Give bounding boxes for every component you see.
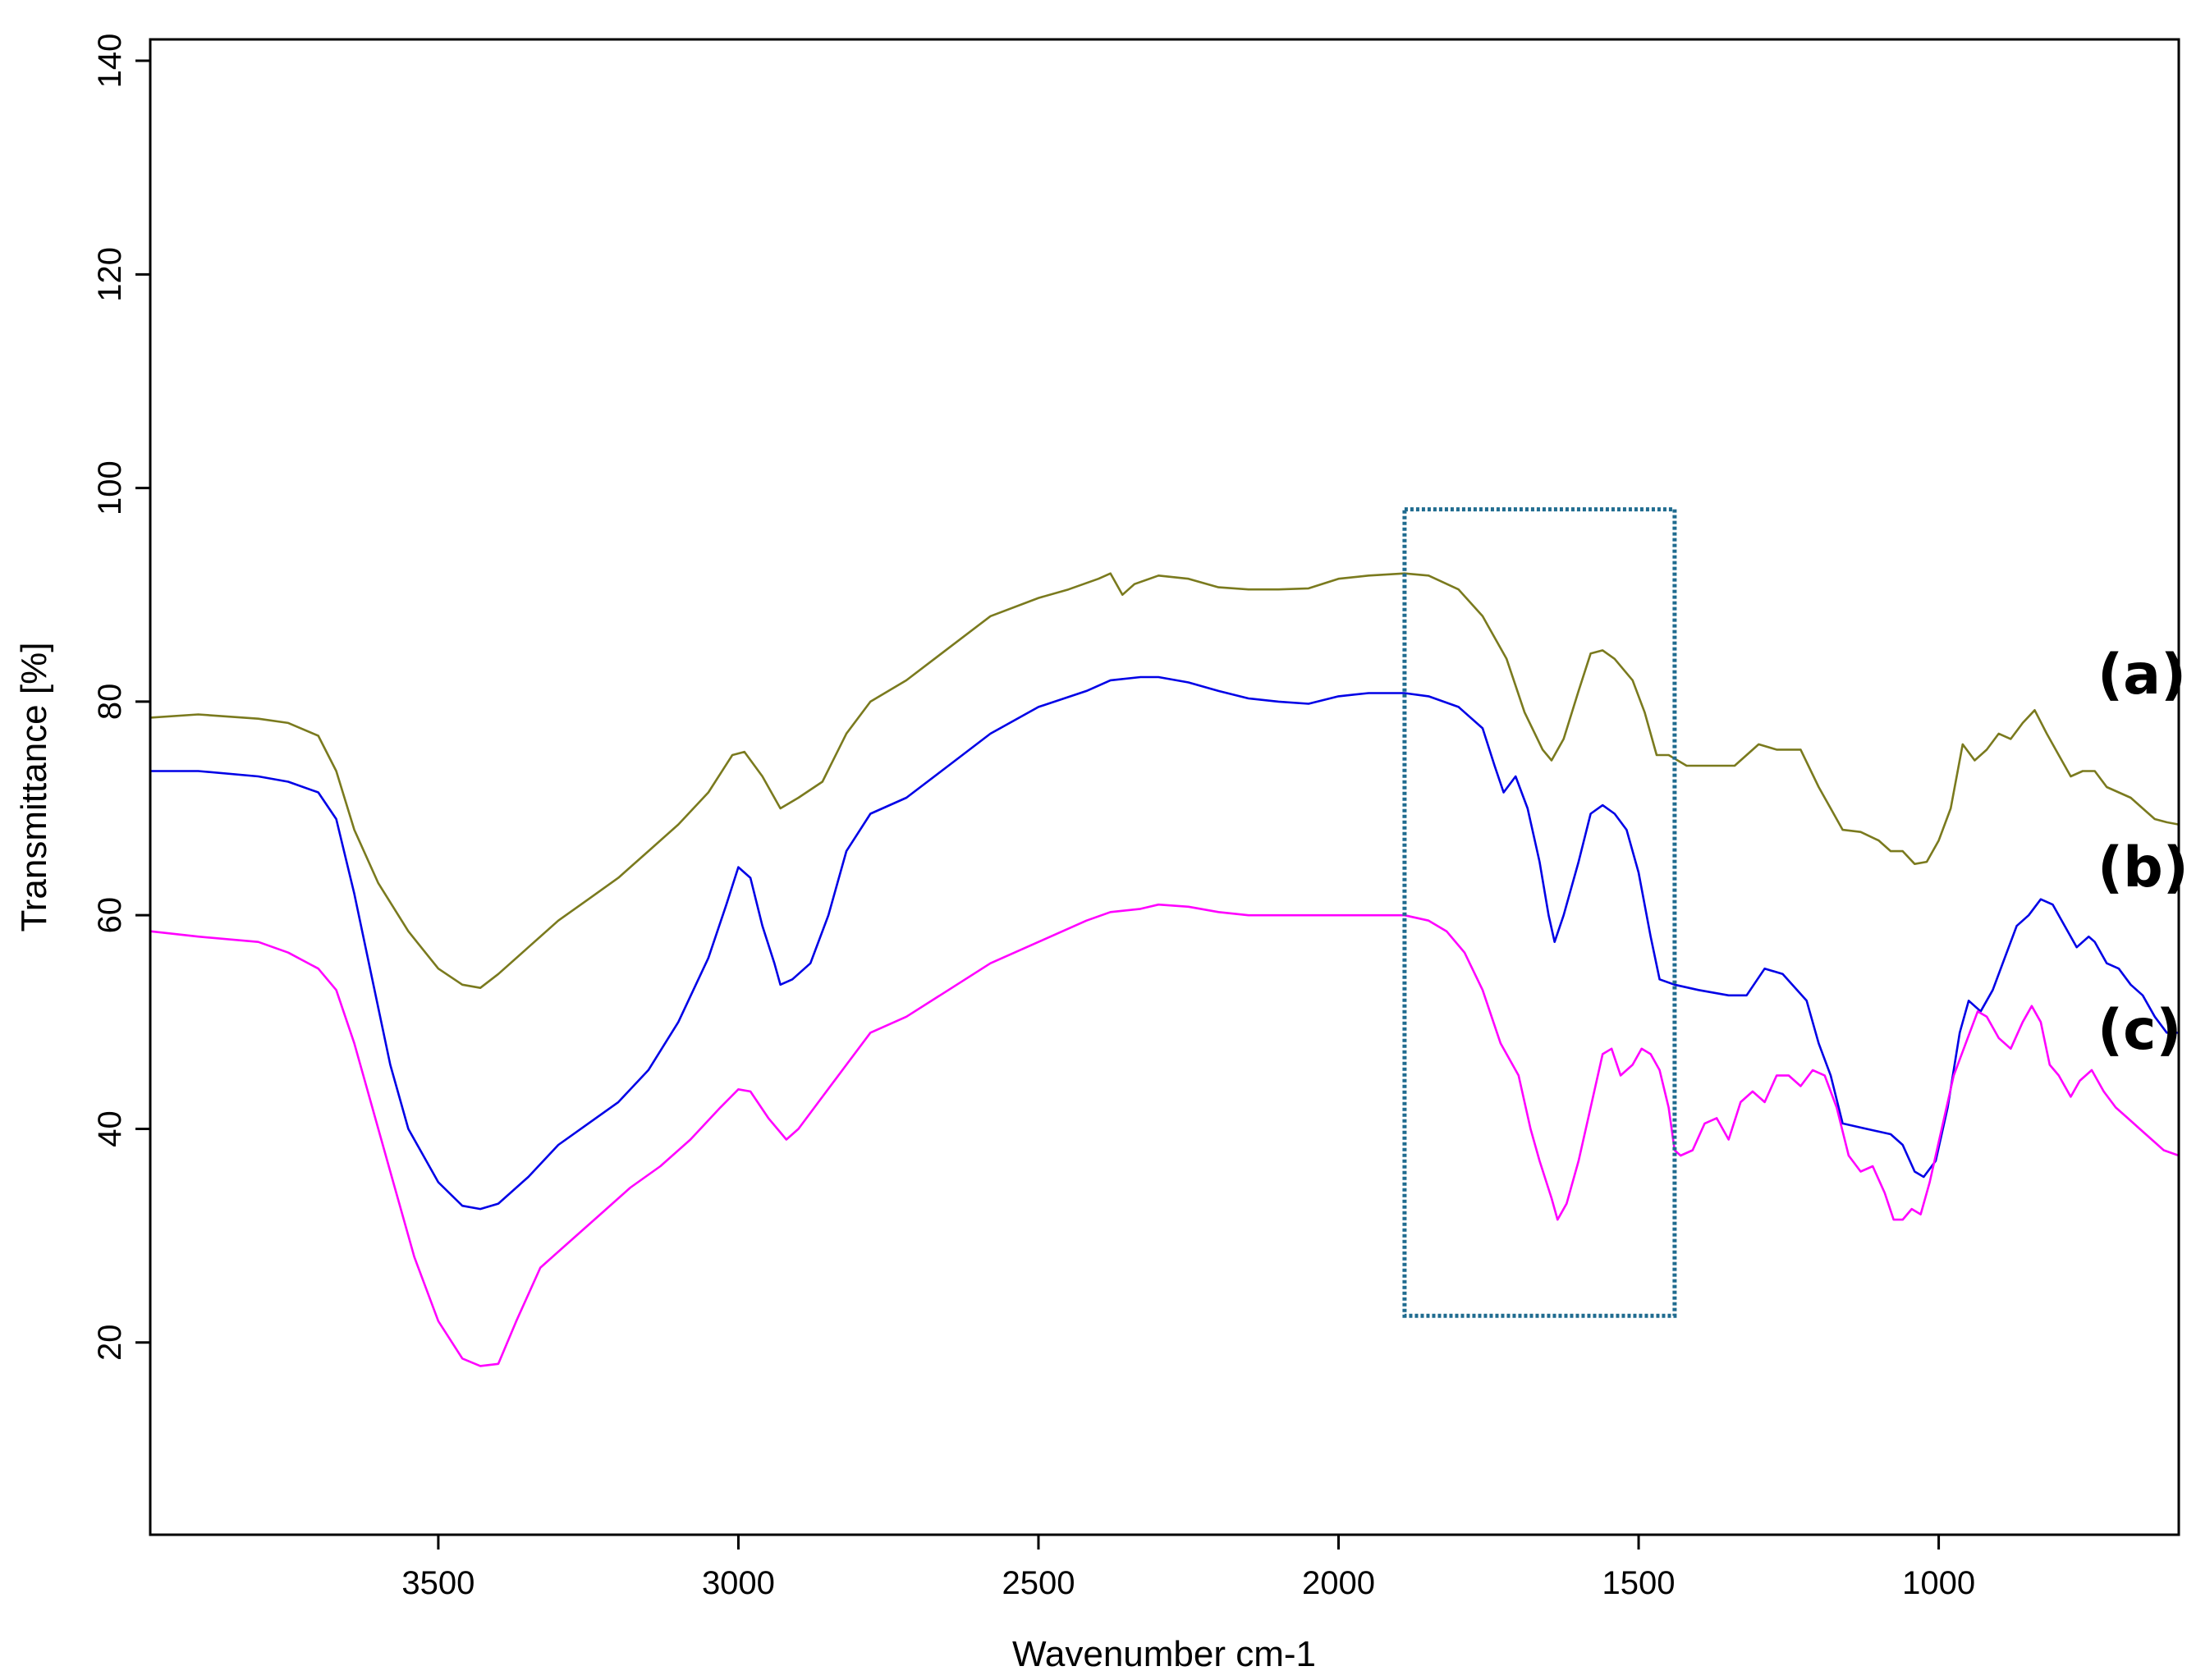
- x-tick-label: 3000: [702, 1565, 775, 1601]
- x-tick-label: 1500: [1602, 1565, 1676, 1601]
- series-labels: (a) (b) (c): [2097, 643, 2189, 1063]
- series-line-2: [149, 903, 2180, 1367]
- x-tick-label: 1000: [1902, 1565, 1975, 1601]
- series-label-1: (b): [2097, 835, 2189, 900]
- y-axis-title: Transmittance [%]: [14, 643, 54, 932]
- x-tick-label: 3500: [401, 1565, 475, 1601]
- y-tick-label: 120: [92, 247, 128, 302]
- y-tick-label: 40: [92, 1110, 128, 1147]
- x-tick-label: 2000: [1302, 1565, 1375, 1601]
- y-tick-label: 60: [92, 897, 128, 934]
- plot-frame: [149, 38, 2180, 1536]
- x-axis: 3500 3000 2500 2000 1500 1000: [401, 1535, 1975, 1601]
- series-line-1: [150, 675, 2179, 1211]
- y-tick-label: 20: [92, 1324, 128, 1361]
- y-axis: 20 40 60 80 100 120 140: [92, 34, 150, 1361]
- x-tick-label: 2500: [1002, 1565, 1075, 1601]
- series-label-2: (c): [2097, 998, 2181, 1063]
- x-axis-title: Wavenumber cm-1: [1012, 1634, 1316, 1674]
- highlight-box: [1402, 507, 1677, 1318]
- y-tick-label: 140: [92, 34, 128, 89]
- y-tick-label: 80: [92, 684, 128, 721]
- y-tick-label: 100: [92, 460, 128, 515]
- series-line-0: [149, 572, 2180, 989]
- series-label-0: (a): [2097, 643, 2186, 707]
- plot-area: [149, 507, 2180, 1367]
